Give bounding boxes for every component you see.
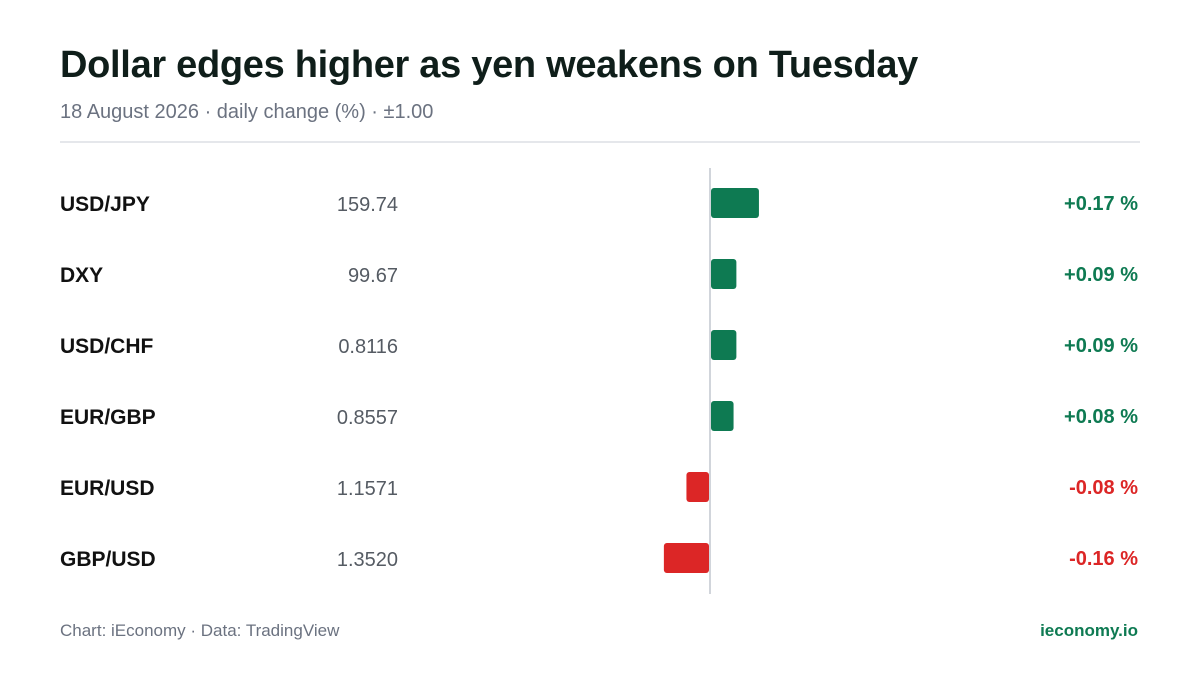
- change-label: -0.08 %: [1069, 477, 1138, 499]
- pair-label: GBP/USD: [60, 548, 156, 571]
- brand-link[interactable]: ieconomy.io: [1040, 621, 1138, 640]
- price-value: 0.8557: [337, 407, 398, 429]
- pair-label: EUR/USD: [60, 477, 155, 500]
- change-label: +0.09 %: [1064, 264, 1138, 286]
- bar-positive: [711, 259, 737, 289]
- price-value: 1.3520: [337, 549, 398, 571]
- header-divider: [60, 141, 1140, 143]
- bar-positive: [711, 401, 734, 431]
- pair-label: USD/JPY: [60, 193, 150, 216]
- bar-negative: [686, 472, 709, 502]
- change-label: +0.17 %: [1064, 193, 1138, 215]
- pair-label: DXY: [60, 264, 103, 287]
- bar-positive: [711, 188, 759, 218]
- price-value: 99.67: [348, 265, 398, 287]
- bar-positive: [711, 330, 737, 360]
- price-value: 0.8116: [338, 336, 398, 358]
- chart-subtitle: 18 August 2026 · daily change (%) · ±1.0…: [60, 101, 434, 123]
- pair-label: EUR/GBP: [60, 406, 156, 429]
- price-value: 1.1571: [337, 478, 398, 500]
- pair-label: USD/CHF: [60, 335, 154, 358]
- chart-title: Dollar edges higher as yen weakens on Tu…: [60, 44, 918, 86]
- source-credit: Chart: iEconomy · Data: TradingView: [60, 621, 340, 640]
- change-label: -0.16 %: [1069, 548, 1138, 570]
- change-label: +0.08 %: [1064, 406, 1138, 428]
- bar-negative: [663, 543, 709, 573]
- price-value: 159.74: [337, 194, 398, 216]
- change-label: +0.09 %: [1064, 335, 1138, 357]
